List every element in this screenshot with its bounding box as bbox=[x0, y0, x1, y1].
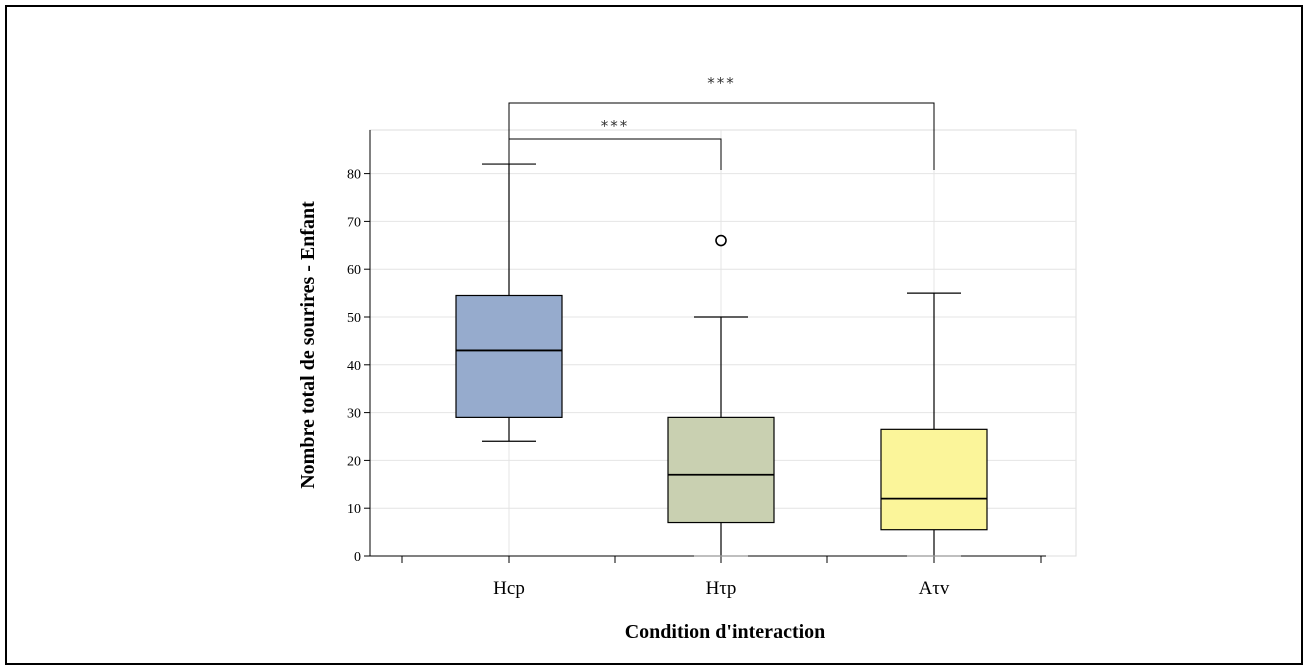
x-axis-title: Condition d'interaction bbox=[625, 621, 826, 643]
y-tick-label: 30 bbox=[347, 407, 361, 422]
box-iqr bbox=[880, 428, 988, 531]
box-group bbox=[667, 234, 775, 557]
axis-layer: 0 10 20 30 40 50 60 70 80 Hcp Hτp Aτv bbox=[347, 130, 1046, 599]
y-tick-label: 70 bbox=[347, 215, 361, 230]
y-tick-label: 10 bbox=[347, 502, 361, 517]
y-tick-label: 80 bbox=[347, 168, 361, 183]
y-tick-label: 50 bbox=[347, 311, 361, 326]
significance-bracket bbox=[508, 102, 935, 170]
outlier-point bbox=[715, 234, 727, 247]
box-group bbox=[455, 163, 563, 442]
x-tick-label: Hcp bbox=[493, 578, 525, 599]
significance-label: *** bbox=[707, 74, 736, 92]
box-group bbox=[880, 292, 988, 557]
box-iqr bbox=[455, 294, 563, 418]
box-layer bbox=[455, 163, 988, 557]
y-tick-label: 20 bbox=[347, 454, 361, 469]
y-tick-label: 60 bbox=[347, 263, 361, 278]
x-tick-label: Aτv bbox=[919, 578, 950, 599]
box-iqr bbox=[667, 416, 775, 524]
y-tick-label: 40 bbox=[347, 359, 361, 374]
annotation-layer: *** *** bbox=[508, 74, 935, 170]
significance-label: *** bbox=[601, 117, 630, 135]
y-axis-title: Nombre total de sourires - Enfant bbox=[297, 201, 319, 489]
box-plot-chart: 0 10 20 30 40 50 60 70 80 Hcp Hτp Aτv *** *** Condit… bbox=[297, 74, 1077, 643]
y-tick-label: 0 bbox=[354, 550, 361, 565]
x-tick-label: Hτp bbox=[706, 578, 737, 599]
